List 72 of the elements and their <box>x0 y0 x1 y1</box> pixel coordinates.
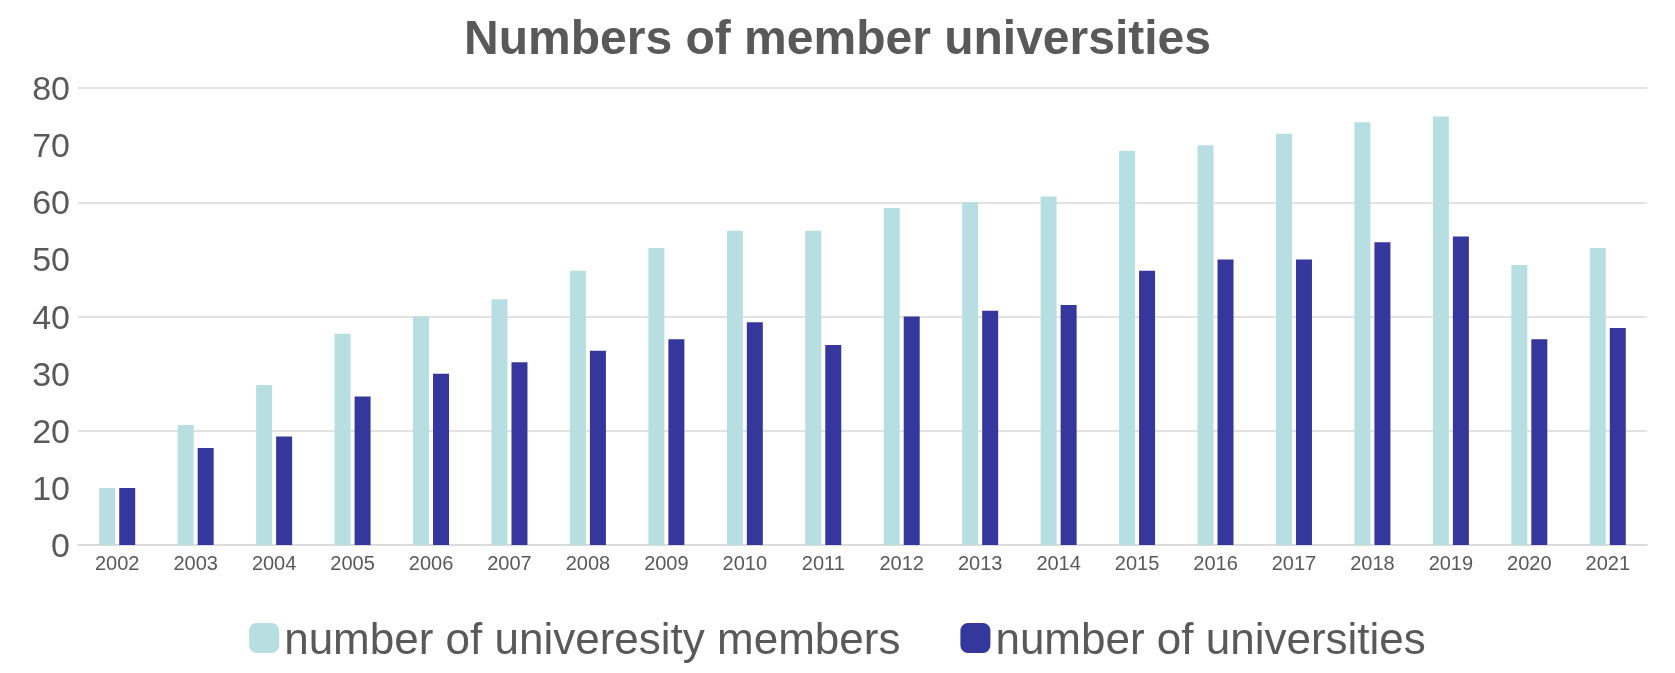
y-tick-label: 60 <box>32 183 70 222</box>
legend-label: number of univeresity members <box>284 613 901 663</box>
x-tick-label: 2006 <box>408 552 454 574</box>
bar <box>825 345 842 545</box>
bar <box>1197 145 1214 545</box>
bar <box>569 270 586 545</box>
x-tick-label: 2014 <box>1036 552 1081 574</box>
bar <box>1275 133 1292 545</box>
x-tick-label: 2007 <box>487 552 532 574</box>
bar <box>511 362 528 545</box>
bar <box>589 350 606 545</box>
y-tick-label: 30 <box>32 354 70 393</box>
bar <box>197 447 214 545</box>
y-tick-label: 0 <box>51 526 70 564</box>
bar <box>119 487 136 545</box>
y-tick-label: 50 <box>32 240 70 279</box>
x-tick-label: 2018 <box>1350 552 1395 574</box>
bar <box>99 487 116 545</box>
x-tick-label: 2012 <box>879 552 924 574</box>
bar <box>1354 122 1371 545</box>
bar <box>1609 327 1626 545</box>
bar <box>1452 236 1469 545</box>
x-tick-label: 2017 <box>1271 552 1317 574</box>
y-tick-label: 10 <box>32 468 70 507</box>
bar <box>1040 196 1057 545</box>
x-tick-label: 2004 <box>251 552 297 574</box>
y-tick-label: 70 <box>32 126 70 165</box>
x-tick-label: 2015 <box>1114 552 1160 574</box>
bar <box>1374 242 1391 545</box>
bar <box>177 425 194 545</box>
y-tick-label: 40 <box>32 297 70 336</box>
bar <box>334 333 351 545</box>
bar <box>962 202 979 545</box>
y-tick-label: 80 <box>32 69 70 107</box>
y-tick-label: 20 <box>32 411 70 450</box>
bar <box>1295 259 1312 545</box>
x-tick-label: 2013 <box>957 552 1003 574</box>
bar <box>1119 150 1136 545</box>
x-tick-label: 2011 <box>801 552 845 574</box>
legend-label: number of universities <box>995 613 1426 663</box>
bar <box>903 316 920 545</box>
bar <box>883 207 900 545</box>
x-tick-label: 2002 <box>94 552 140 574</box>
bar <box>256 385 273 545</box>
bar <box>491 299 508 545</box>
bar <box>1589 247 1606 545</box>
bar <box>648 247 665 545</box>
x-tick-label: 2016 <box>1193 552 1238 574</box>
bar <box>276 436 293 545</box>
bar <box>354 396 371 545</box>
bar <box>668 339 685 545</box>
bar <box>805 230 822 545</box>
x-tick-label: 2009 <box>644 552 689 574</box>
x-tick-label: 2020 <box>1507 552 1552 574</box>
bar <box>746 322 763 545</box>
chart-title: Numbers of member universities <box>464 10 1211 64</box>
bar <box>1531 339 1548 545</box>
bar <box>1139 270 1156 545</box>
bar <box>1511 265 1528 545</box>
bar <box>433 373 450 545</box>
bar <box>726 230 743 545</box>
x-tick-label: 2005 <box>330 552 375 574</box>
bar <box>1432 116 1449 545</box>
x-tick-label: 2010 <box>722 552 768 574</box>
bar <box>413 316 430 545</box>
bar <box>982 310 999 545</box>
bar <box>1060 305 1077 545</box>
x-tick-label: 2019 <box>1428 552 1474 574</box>
bar <box>1217 259 1234 545</box>
x-tick-label: 2003 <box>173 552 218 574</box>
x-tick-label: 2008 <box>565 552 611 574</box>
x-tick-label: 2021 <box>1585 552 1631 574</box>
